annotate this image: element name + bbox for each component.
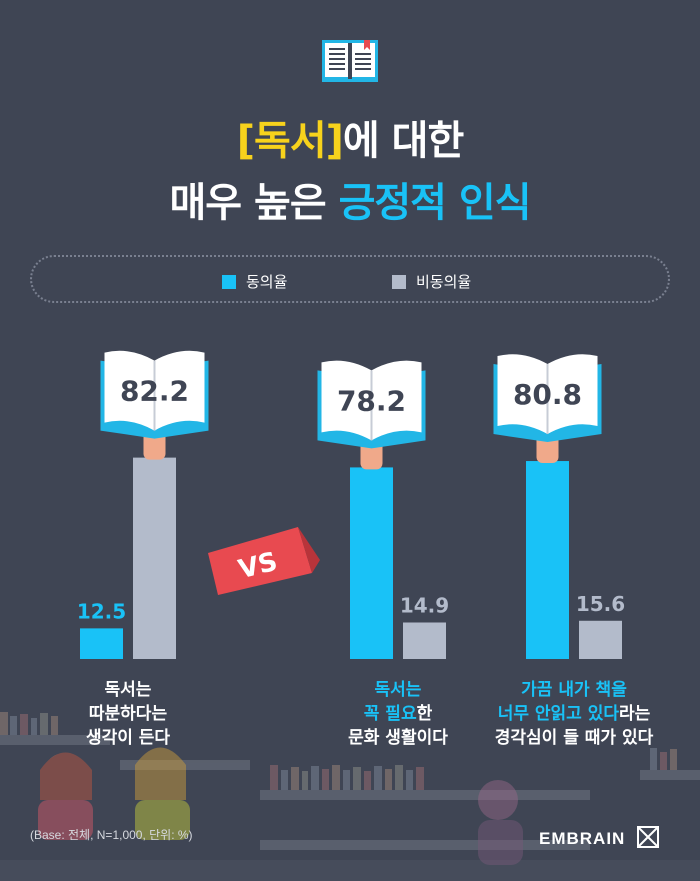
legend-disagree-label: 비동의율 <box>416 273 472 291</box>
legend-agree-label: 동의율 <box>246 273 288 291</box>
value-label-agree-1: 12.5 <box>77 599 126 623</box>
legend: 동의율 비동의율 <box>30 255 670 303</box>
category-label-line: 따분하다는 <box>28 702 228 726</box>
category-label-segment: 따분하다는 <box>88 704 168 724</box>
vs-ribbon-fold <box>298 527 320 573</box>
category-label-segment: 경각심이 들 때가 있다 <box>494 728 654 748</box>
vs-ribbon <box>208 527 312 595</box>
category-label-segment: 너무 안읽고 있다 <box>497 704 620 724</box>
base-note: (Base: 전체, N=1,000, 단위: %) <box>30 828 193 842</box>
title-line-1: [독서]에 대한 <box>0 108 700 166</box>
value-book-agree-3: 80.8 <box>493 354 602 443</box>
bar-agree-3 <box>526 461 569 659</box>
value-book-agree-3-page-right <box>547 354 598 435</box>
value-book-agree-2-page-right <box>371 360 422 441</box>
legend-disagree-swatch <box>392 274 406 289</box>
legend-agree-swatch <box>222 274 236 289</box>
category-label-3: 가끔 내가 책을 너무 안읽고 있다라는 경각심이 들 때가 있다 <box>474 678 674 750</box>
brand-mark-icon <box>637 826 660 848</box>
category-label-segment: 가끔 내가 책을 <box>521 680 627 700</box>
category-label-line: 가끔 내가 책을 <box>474 678 674 702</box>
bar-disagree-1 <box>133 457 176 659</box>
value-book-agree-2: 78.2 <box>317 360 426 449</box>
value-book-agree-2-value: 78.2 <box>337 384 406 417</box>
value-book-disagree-1-value: 82.2 <box>120 375 189 408</box>
category-label-segment: 라는 <box>619 704 651 724</box>
legend-agree: 동의율 <box>222 271 287 292</box>
value-book-agree-3-value: 80.8 <box>513 378 582 411</box>
bar-disagree-3 <box>579 620 622 659</box>
subtitle-plain: 매우 높은 <box>169 180 339 226</box>
value-book-agree-2-page-left <box>321 360 372 441</box>
category-label-segment: 독서는 <box>104 680 152 700</box>
vs-badge: VS <box>208 527 320 595</box>
value-book-agree-3-page-left <box>497 354 548 435</box>
category-label-line: 독서는 <box>298 678 498 702</box>
category-label-segment: 독서는 <box>374 680 422 700</box>
subtitle-highlight: 긍정적 인식 <box>338 180 532 226</box>
brand-logo: EMBRAIN <box>539 826 660 849</box>
value-book-disagree-1: 82.2 <box>100 350 209 439</box>
category-label-line: 너무 안읽고 있다라는 <box>474 702 674 726</box>
category-label-line: 독서는 <box>28 678 228 702</box>
category-label-segment: 문화 생활이다 <box>348 728 448 748</box>
category-label-line: 생각이 든다 <box>28 726 228 750</box>
category-label-segment: 한 <box>416 704 433 724</box>
category-label-segment: 생각이 든다 <box>85 728 171 748</box>
title-line-2: 매우 높은 긍정적 인식 <box>0 170 700 228</box>
category-label-line: 문화 생활이다 <box>298 726 498 750</box>
category-label-line: 꼭 필요한 <box>298 702 498 726</box>
category-label-2: 독서는 꼭 필요한 문화 생활이다 <box>298 678 498 750</box>
title-rest: 에 대한 <box>342 118 464 164</box>
value-book-disagree-1-page-right <box>154 350 205 431</box>
category-label-segment: 꼭 필요 <box>363 704 417 724</box>
legend-disagree: 비동의율 <box>392 271 471 292</box>
bar-agree-2 <box>350 467 393 659</box>
category-label-line: 경각심이 들 때가 있다 <box>474 726 674 750</box>
value-label-disagree-3: 15.6 <box>576 592 625 616</box>
title-highlight: [독서] <box>236 118 344 164</box>
value-book-disagree-1-page-left <box>104 350 155 431</box>
value-label-disagree-2: 14.9 <box>400 593 449 617</box>
bar-agree-1 <box>80 628 123 659</box>
bar-disagree-2 <box>403 622 446 659</box>
brand-text: EMBRAIN <box>539 829 626 848</box>
